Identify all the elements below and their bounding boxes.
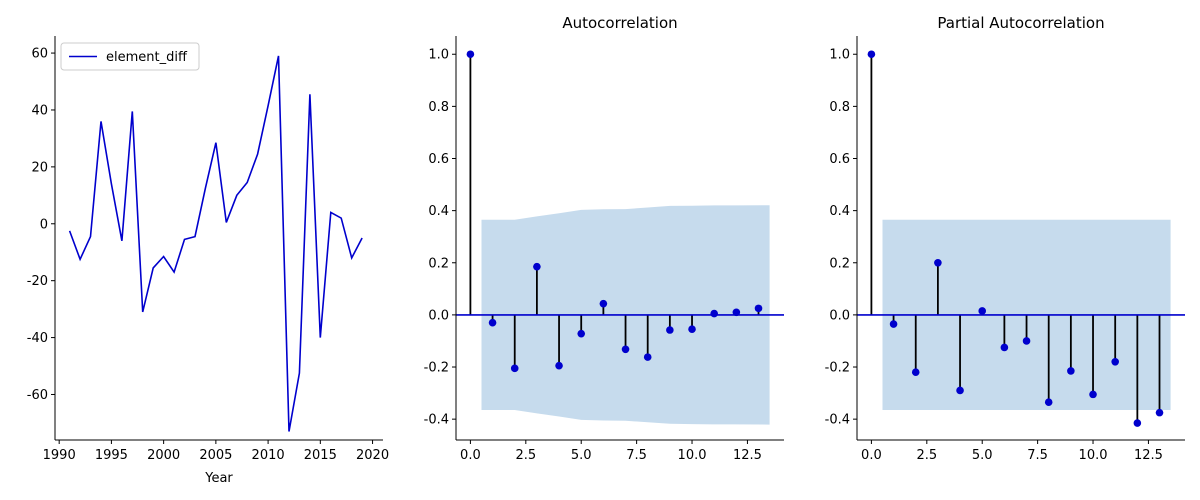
x-tick-label: 10.0 <box>1079 448 1108 463</box>
series-line-element-diff <box>68 55 363 432</box>
stem-marker <box>710 309 718 318</box>
x-tick-label: 2.5 <box>916 448 937 463</box>
legend-label: element_diff <box>106 50 188 65</box>
stem-marker <box>1155 408 1164 417</box>
stem-marker <box>754 304 763 313</box>
stem-marker <box>488 318 497 327</box>
x-tick-label: 2015 <box>304 448 337 463</box>
y-tick-label: 0.2 <box>428 256 449 271</box>
stem-marker <box>1022 337 1031 345</box>
stem-marker <box>621 345 630 354</box>
x-tick-label: 5.0 <box>972 448 993 463</box>
y-tick-label: -0.2 <box>424 361 449 376</box>
stem-marker <box>510 364 519 373</box>
stem-marker <box>1089 390 1097 399</box>
stem-marker <box>889 320 898 328</box>
stem-marker <box>732 308 741 317</box>
stem-marker <box>978 307 987 315</box>
y-tick-label: -40 <box>27 331 48 346</box>
stem-marker <box>599 299 608 308</box>
stem-marker <box>1111 358 1119 366</box>
y-tick-label: 0.4 <box>428 204 449 219</box>
timeseries-panel: 1990 1995 2000 2005 2010 2015 2020 -60 -40 -20 0 20… <box>27 36 389 486</box>
y-tick-label: 1.0 <box>428 48 449 63</box>
stem-marker <box>1000 343 1009 352</box>
x-tick-label: 0.0 <box>460 448 481 463</box>
x-tick-label: 2010 <box>252 448 285 463</box>
y-tick-label: 0.4 <box>829 204 850 219</box>
legend-box <box>60 42 200 71</box>
stem-marker <box>533 262 541 271</box>
x-tick-label: 2.5 <box>515 448 536 463</box>
y-tick-label: 0 <box>40 217 48 232</box>
stem-marker <box>555 361 563 370</box>
acf-panel: 0.0 2.5 5.0 7.5 10.0 12.5 -0.4 -0.2 0.0 0.2 0.4 0.6… <box>424 14 784 463</box>
stem-marker <box>1067 367 1075 375</box>
stem-marker <box>1133 419 1142 427</box>
stem-marker <box>911 368 920 377</box>
x-tick-label: 2005 <box>199 448 232 463</box>
x-tick-label: 10.0 <box>678 448 707 463</box>
chart-title: Partial Autocorrelation <box>937 14 1104 32</box>
y-tick-label: 0.0 <box>428 308 449 323</box>
x-axis-title: Year <box>204 471 233 486</box>
stem-marker <box>466 50 475 59</box>
y-tick-label: -60 <box>27 388 48 403</box>
pacf-panel: 0.0 2.5 5.0 7.5 10.0 12.5 -0.4 -0.2 0.0 0.2 0.4 0.6… <box>825 14 1185 463</box>
stem-marker <box>1044 398 1053 407</box>
stem-marker <box>577 329 586 338</box>
y-tick-label: -0.4 <box>424 413 449 428</box>
x-tick-label: 12.5 <box>1134 448 1163 463</box>
stem-marker <box>688 325 696 334</box>
x-tick-label: 1995 <box>95 448 128 463</box>
y-tick-label: 0.6 <box>428 152 449 167</box>
x-tick-label: 12.5 <box>733 448 762 463</box>
stem-marker <box>867 50 876 59</box>
x-tick-label: 1990 <box>43 448 76 463</box>
x-tick-label: 0.0 <box>861 448 882 463</box>
y-tick-label: 1.0 <box>829 48 850 63</box>
stem-marker <box>934 258 942 267</box>
y-tick-label: 20 <box>31 160 48 175</box>
chart-title: Autocorrelation <box>562 14 677 32</box>
y-tick-label: -0.4 <box>825 413 850 428</box>
stem-marker <box>666 326 674 334</box>
y-tick-label: -0.2 <box>825 361 850 376</box>
stem-marker <box>643 353 652 361</box>
stem-marker <box>956 386 964 395</box>
legend: element_diff <box>60 42 200 71</box>
y-tick-label: 0.8 <box>829 100 850 115</box>
y-tick-label: 0.8 <box>428 100 449 115</box>
x-tick-label: 7.5 <box>1027 448 1048 463</box>
y-tick-label: -20 <box>27 274 48 289</box>
y-tick-label: 0.0 <box>829 308 850 323</box>
y-tick-label: 40 <box>31 103 48 118</box>
x-tick-label: 7.5 <box>626 448 647 463</box>
x-tick-label: 5.0 <box>571 448 592 463</box>
x-tick-label: 2000 <box>147 448 180 463</box>
y-tick-label: 0.2 <box>829 256 850 271</box>
y-tick-label: 0.6 <box>829 152 850 167</box>
y-tick-label: 60 <box>31 47 48 62</box>
x-tick-label: 2020 <box>356 448 389 463</box>
